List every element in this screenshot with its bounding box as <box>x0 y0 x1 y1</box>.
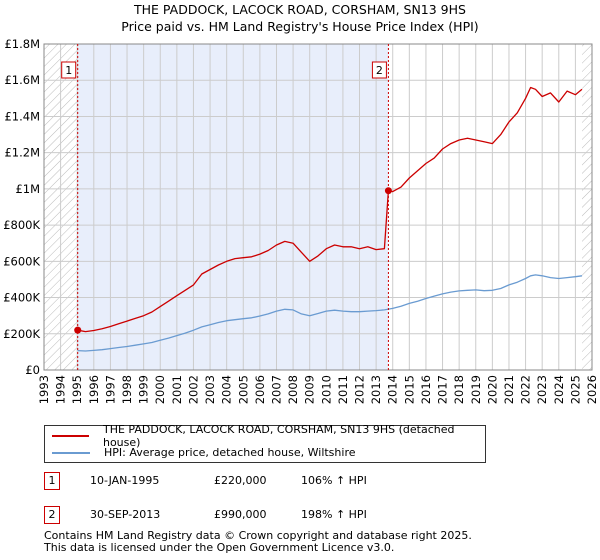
y-tick-label: £1.2M <box>4 146 40 160</box>
y-tick-label: £1M <box>15 182 40 196</box>
x-tick-label: 2008 <box>286 375 300 404</box>
chart-title: THE PADDOCK, LACOCK ROAD, CORSHAM, SN13 … <box>0 1 600 35</box>
title-line-1: THE PADDOCK, LACOCK ROAD, CORSHAM, SN13 … <box>134 2 466 17</box>
x-tick-label: 2016 <box>419 375 433 404</box>
footer: Contains HM Land Registry data © Crown c… <box>44 530 472 554</box>
legend-item-property: THE PADDOCK, LACOCK ROAD, CORSHAM, SN13 … <box>45 423 485 449</box>
legend-swatch-property <box>52 434 89 437</box>
x-tick-label: 2017 <box>436 375 450 404</box>
y-tick-label: £200K <box>3 327 40 341</box>
legend-label-property: THE PADDOCK, LACOCK ROAD, CORSHAM, SN13 … <box>102 422 455 449</box>
x-tick-label: 2023 <box>535 375 549 404</box>
legend: THE PADDOCK, LACOCK ROAD, CORSHAM, SN13 … <box>44 423 486 463</box>
sale-price: £990,000 <box>214 508 267 521</box>
sale-marker-label: 2 <box>376 64 383 77</box>
x-tick-label: 2010 <box>319 375 333 404</box>
footer-copyright: Contains HM Land Registry data © Crown c… <box>44 529 472 542</box>
legend-label-hpi: HPI: Average price, detached house, Wilt… <box>104 446 356 459</box>
title-line-2: Price paid vs. HM Land Registry's House … <box>121 19 479 34</box>
legend-swatch-hpi <box>52 451 90 454</box>
sale-badge: 1 <box>44 472 60 490</box>
sale-row: 1 10-JAN-1995 £220,000 106% ↑ HPI <box>44 472 564 492</box>
legend-item-hpi: HPI: Average price, detached house, Wilt… <box>45 444 356 461</box>
sale-marker-box <box>61 61 77 79</box>
x-tick-label: 2011 <box>336 375 350 404</box>
ownership-shade <box>77 44 389 370</box>
x-tick-label: 1997 <box>103 375 117 404</box>
x-tick-label: 2006 <box>253 375 267 404</box>
property-price-line <box>77 86 583 333</box>
y-tick-label: £1.6M <box>4 73 40 87</box>
sale-row: 2 30-SEP-2013 £990,000 198% ↑ HPI <box>44 506 564 526</box>
x-tick-label: 1994 <box>54 375 68 404</box>
sale-point <box>74 326 82 334</box>
hpi-line <box>77 274 583 352</box>
x-tick-label: 2015 <box>402 375 416 404</box>
x-tick-label: 2020 <box>485 375 499 404</box>
sale-hpi-change: 106% ↑ HPI <box>301 474 367 487</box>
x-tick-label: 1999 <box>137 375 151 404</box>
no-data-hatch <box>582 44 592 370</box>
x-tick-label: 1995 <box>70 375 84 404</box>
x-tick-label: 2012 <box>353 375 367 404</box>
y-tick-label: £800K <box>3 218 40 232</box>
x-tick-label: 2014 <box>386 375 400 404</box>
x-tick-label: 2018 <box>452 375 466 404</box>
x-tick-label: 2013 <box>369 375 383 404</box>
x-tick-label: 2005 <box>236 375 250 404</box>
x-tick-label: 2024 <box>552 375 566 404</box>
price-chart: £0 £200K £400K £600K £800K £1M £1.2M £1.4M £1.6M… <box>3 37 599 404</box>
sale-date: 30-SEP-2013 <box>90 508 161 521</box>
sale-point <box>384 187 392 195</box>
y-tick-label: £0 <box>25 363 40 377</box>
x-tick-label: 2019 <box>469 375 483 404</box>
x-tick-label: 2000 <box>153 375 167 404</box>
plot-border <box>43 43 593 371</box>
x-tick-label: 2026 <box>585 375 599 404</box>
x-tick-label: 1996 <box>87 375 101 404</box>
x-tick-label: 2022 <box>519 375 533 404</box>
footer-licence: This data is licensed under the Open Gov… <box>44 541 395 554</box>
x-tick-label: 2004 <box>220 375 234 404</box>
sale-marker-label: 1 <box>65 64 72 77</box>
sale-date: 10-JAN-1995 <box>90 474 160 487</box>
x-tick-label: 2021 <box>502 375 516 404</box>
sale-hpi-change: 198% ↑ HPI <box>301 508 367 521</box>
y-tick-label: £1.8M <box>4 37 40 51</box>
x-tick-label: 2002 <box>186 375 200 404</box>
y-tick-label: £600K <box>3 254 40 268</box>
x-tick-label: 2003 <box>203 375 217 404</box>
y-tick-label: £400K <box>3 291 40 305</box>
x-tick-label: 1998 <box>120 375 134 404</box>
sale-badge: 2 <box>44 506 60 524</box>
x-tick-label: 2025 <box>568 375 582 404</box>
x-tick-label: 2009 <box>303 375 317 404</box>
x-tick-label: 2001 <box>170 375 184 404</box>
sale-marker-box <box>371 61 387 79</box>
y-tick-label: £1.4M <box>4 109 40 123</box>
x-tick-label: 2007 <box>269 375 283 404</box>
sale-price: £220,000 <box>214 474 267 487</box>
x-tick-label: 1993 <box>37 375 51 404</box>
